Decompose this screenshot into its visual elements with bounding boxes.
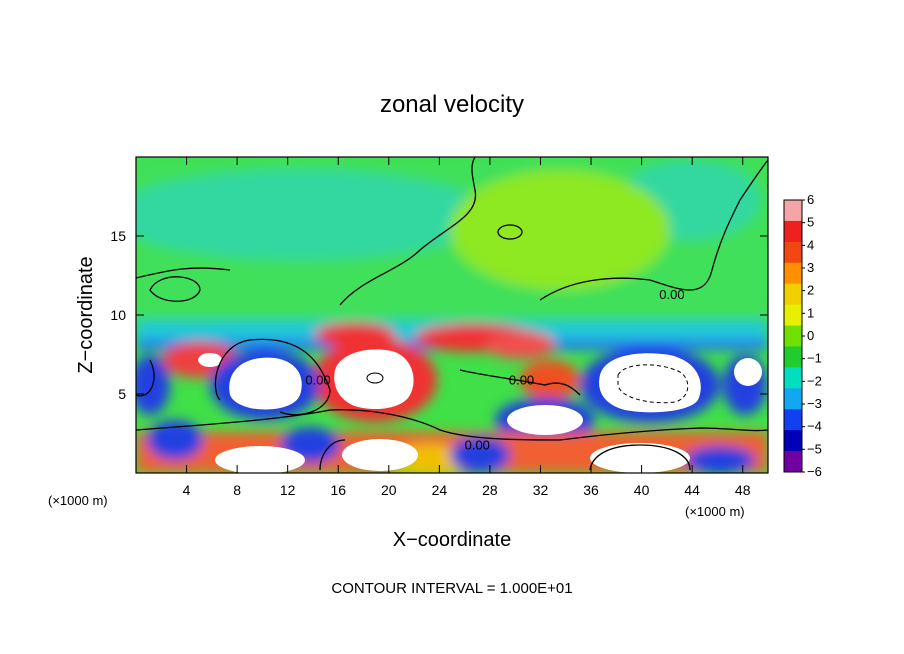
colorbar-segment xyxy=(784,367,802,389)
contour-zero-center xyxy=(459,369,581,396)
contour-zero-loop-top xyxy=(497,224,523,240)
x-tick-label: 24 xyxy=(432,482,448,498)
colorbar-tick-label: 1 xyxy=(807,305,814,320)
contour-zero-lower xyxy=(136,409,768,441)
x-tick-label: 12 xyxy=(280,482,296,498)
contour-zero-right xyxy=(539,159,768,301)
white-cell-center xyxy=(334,349,414,410)
colorbar-tick-label: −2 xyxy=(807,373,822,388)
chart-title: zonal velocity xyxy=(380,91,524,118)
colorbar-segment xyxy=(784,283,802,306)
white-cell-lower-right xyxy=(590,443,690,473)
white-cell-lower-center xyxy=(342,439,418,471)
x-tick-group: 4 8 12 16 20 24 28 32 36 40 44 48 xyxy=(183,157,751,498)
region-upper-lime xyxy=(450,170,670,290)
contour-zero-upper xyxy=(136,267,231,302)
colorbar-tick-label: −4 xyxy=(807,419,822,434)
contour-zero-bottom xyxy=(319,439,691,471)
colorbar-segment xyxy=(784,409,802,431)
y-tick-label: 5 xyxy=(118,386,126,402)
x-tick-label: 36 xyxy=(583,482,599,498)
colorbar-tick-label: 6 xyxy=(807,192,814,207)
x-tick-label: 28 xyxy=(482,482,498,498)
colorbar-segment xyxy=(784,241,802,264)
colorbar-tick-label: 5 xyxy=(807,215,814,230)
colorbar-segment xyxy=(784,325,802,347)
contour-lines-dashed xyxy=(366,364,689,404)
x-tick-label: 8 xyxy=(233,482,241,498)
colorbar-tick-label: 2 xyxy=(807,283,814,298)
region-lower-blue-1 xyxy=(147,420,203,460)
colorbar-tick-label: −3 xyxy=(807,396,822,411)
x-tick-label: 20 xyxy=(381,482,397,498)
contour-negative-right xyxy=(617,364,689,404)
x-unit-left: (×1000 m) xyxy=(48,493,108,508)
colorbar-tick-label: 3 xyxy=(807,260,814,275)
contour-label: 0.00 xyxy=(465,437,490,452)
colorbar-tick-label: −1 xyxy=(807,351,822,366)
region-mid-red-3 xyxy=(520,360,580,400)
contour-label-group: 0.00 0.00 0.00 0.00 xyxy=(305,287,684,452)
x-tick-label: 40 xyxy=(634,482,650,498)
colorbar: 6 5 4 3 2 1 0 −1 −2 −3 −4 −5 −6 xyxy=(783,192,822,479)
contour-label: 0.00 xyxy=(509,373,534,388)
y-axis-label: Z−coordinate xyxy=(75,256,97,373)
contour-zero-mid xyxy=(136,338,331,416)
region-lower-blue-4 xyxy=(685,446,755,473)
contour-label: 0.00 xyxy=(659,287,684,302)
white-cell-left xyxy=(229,357,302,410)
x-axis-label: X−coordinate xyxy=(393,529,511,551)
region-upper-cyan-left xyxy=(136,170,490,260)
white-cell-mid-right xyxy=(507,405,583,435)
colorbar-tick-label: −5 xyxy=(807,441,822,456)
saturated-cells xyxy=(198,349,762,473)
colorbar-tick-label: 4 xyxy=(807,237,814,252)
contour-interval-text: CONTOUR INTERVAL = 1.000E+01 xyxy=(331,580,572,597)
contour-zero-main xyxy=(339,157,477,306)
white-cell-small-left xyxy=(198,353,222,367)
colorbar-segment xyxy=(784,262,802,285)
colorbar-tick-label: 0 xyxy=(807,328,814,343)
x-tick-label: 48 xyxy=(735,482,751,498)
x-tick-label: 16 xyxy=(330,482,346,498)
y-tick-label: 15 xyxy=(110,228,126,244)
x-unit-right: (×1000 m) xyxy=(685,504,745,519)
region-lower-blue-3 xyxy=(450,437,510,473)
white-cell-lower-left xyxy=(215,446,305,473)
colorbar-segment xyxy=(784,430,802,452)
colorbar-tick-label: −6 xyxy=(807,464,822,479)
colorbar-segment xyxy=(784,346,802,368)
contour-negative-center xyxy=(366,372,384,384)
y-tick-label: 10 xyxy=(110,307,126,323)
colorbar-segment xyxy=(784,200,802,222)
colorbar-segment xyxy=(784,451,802,473)
colorbar-segment xyxy=(784,388,802,410)
x-tick-label: 44 xyxy=(684,482,700,498)
contour-lines xyxy=(136,157,768,471)
white-cell-right xyxy=(599,353,701,413)
x-tick-label: 4 xyxy=(183,482,191,498)
region-red-upper-3 xyxy=(485,331,555,359)
y-tick-group: 5 10 15 xyxy=(110,228,768,402)
contour-label: 0.00 xyxy=(305,373,330,388)
white-cell-far-right xyxy=(734,358,762,386)
colorbar-segment xyxy=(784,304,802,327)
x-tick-label: 32 xyxy=(533,482,549,498)
colorbar-segment xyxy=(784,220,802,243)
heatmap-field: 0.00 0.00 0.00 0.00 xyxy=(136,157,768,473)
